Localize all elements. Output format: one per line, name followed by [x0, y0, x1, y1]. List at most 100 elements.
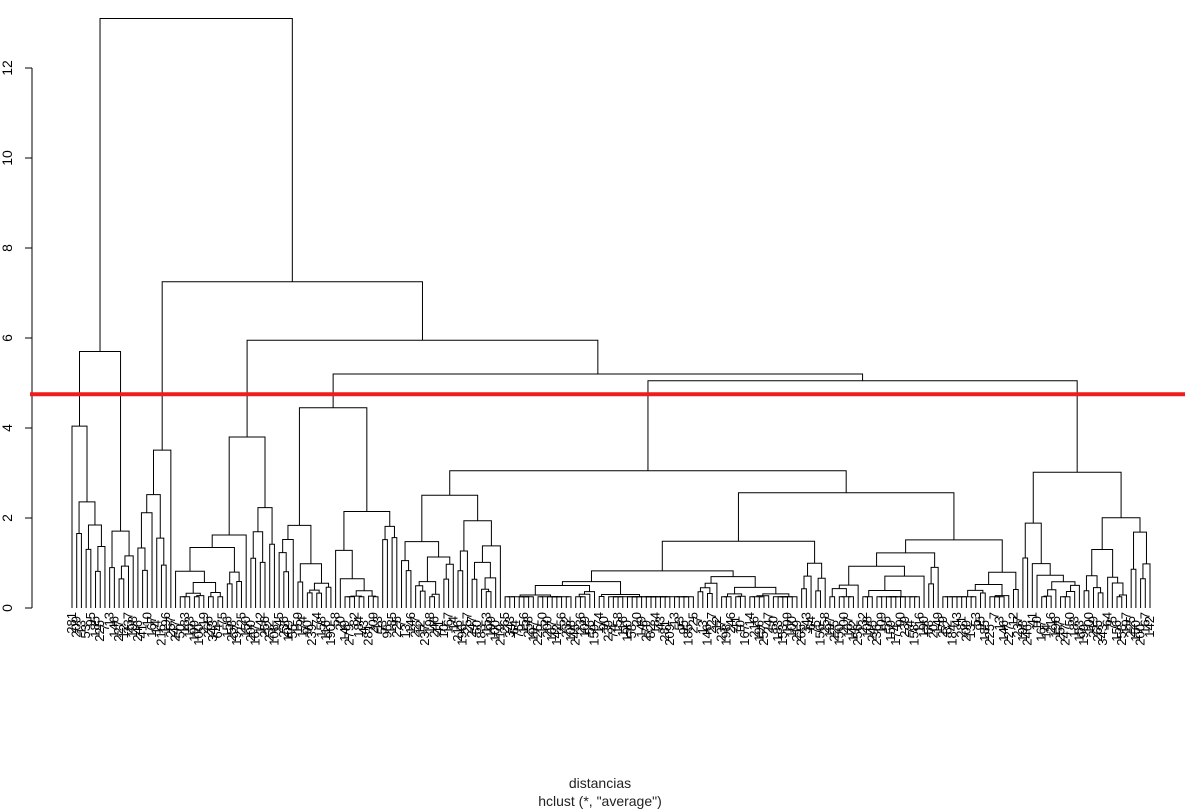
- leaf-label: 190: [619, 620, 634, 642]
- leaf-label: 90: [893, 612, 908, 626]
- leaf-label: 142: [845, 620, 860, 642]
- leaf-label: 109: [281, 620, 296, 642]
- dendrogram-branch: [631, 596, 638, 608]
- dendrogram-branch: [762, 593, 790, 597]
- dendrogram-branch: [1130, 568, 1137, 608]
- dendrogram-branch: [674, 596, 680, 608]
- dendrogram-branch: [229, 571, 240, 584]
- leaf-label: 149: [634, 616, 649, 638]
- dendrogram-branch: [306, 592, 313, 608]
- dendrogram-branch: [723, 596, 732, 608]
- dendrogram-branch: [612, 596, 621, 608]
- dendrogram-branch: [534, 584, 591, 596]
- dendrogram-branch: [298, 407, 368, 526]
- leaf-label: 43: [949, 612, 964, 626]
- leaf-label: 225: [1123, 616, 1138, 638]
- leaf-label: 265: [794, 624, 809, 646]
- dendrogram-branch: [888, 596, 897, 608]
- leaf-label: 167: [1137, 612, 1152, 634]
- leaf-label: 343: [502, 616, 517, 638]
- leaf-label: 245: [568, 624, 583, 646]
- leaf-label: 64: [1100, 612, 1115, 626]
- leaf-label: 246: [426, 616, 441, 638]
- dendrogram-branch: [905, 539, 1003, 573]
- y-axis: 0 2 4 6 8 10 12: [0, 60, 33, 612]
- leaf-label: 12: [412, 620, 427, 634]
- dendrogram-branch: [358, 596, 365, 608]
- dendrogram-branch: [142, 569, 148, 608]
- leaf-label: 185: [681, 624, 696, 646]
- leaf-label: 146: [403, 612, 418, 634]
- leaf-label: 183: [1067, 616, 1082, 638]
- leaf-label: 197: [1118, 612, 1133, 634]
- dendrogram-branch: [161, 281, 423, 451]
- leaf-label: 227: [408, 616, 423, 638]
- leaf-label: 216: [747, 616, 762, 638]
- leaf-label: 20: [629, 612, 644, 626]
- dendrogram-branch: [519, 594, 552, 597]
- dendrogram-branch: [780, 596, 789, 608]
- dendrogram-branch: [278, 552, 287, 608]
- dendrogram-branch: [481, 588, 490, 608]
- leaf-label: 58: [328, 612, 343, 626]
- leaf-label: 82: [346, 612, 361, 626]
- leaf-label: 146: [106, 616, 121, 638]
- dendrogram-branch: [868, 590, 902, 597]
- dendrogram-branch: [1065, 591, 1076, 608]
- dendrogram-branch: [259, 561, 266, 608]
- dendrogram-branch: [368, 595, 377, 608]
- dendrogram-branch: [772, 596, 789, 608]
- dendrogram-branch: [838, 584, 859, 608]
- dendrogram-branch: [137, 547, 146, 608]
- leaf-label: 95: [379, 624, 394, 638]
- leaf-label: 184: [351, 616, 366, 638]
- leaf-label: 199: [1076, 624, 1091, 646]
- dendrogram-branch: [111, 530, 130, 568]
- dendrogram-branch: [989, 596, 1001, 608]
- dendrogram-branch: [372, 596, 379, 608]
- dendrogram-branch: [463, 520, 492, 552]
- dendrogram-branch: [815, 590, 821, 608]
- dendrogram-branch: [1012, 588, 1019, 608]
- dendrogram-branch: [95, 570, 101, 608]
- leaf-label: 74: [902, 620, 917, 634]
- leaf-label: 227: [704, 612, 719, 634]
- leaf-label: 247: [168, 620, 183, 642]
- dendrogram-branch: [97, 546, 106, 608]
- dendrogram-branch: [384, 525, 395, 540]
- dendrogram-branch: [885, 596, 892, 608]
- dendrogram-branch: [930, 566, 939, 608]
- leaf-label: 116: [318, 620, 333, 641]
- leaf-label: 281: [64, 612, 79, 634]
- leaf-label: 14: [742, 612, 757, 626]
- dendrogram-branch: [391, 537, 398, 608]
- leaf-label: 75: [808, 620, 823, 634]
- leaf-label: 174: [295, 616, 310, 638]
- dendrogram-branch: [175, 570, 205, 608]
- y-tick-label: 6: [0, 334, 15, 342]
- leaf-label: 20: [332, 616, 347, 630]
- dendrogram-branch: [650, 596, 657, 608]
- dendrogram-branch: [120, 565, 129, 608]
- dendrogram-branch: [1032, 471, 1122, 524]
- dendrogram-branch: [210, 591, 221, 597]
- dendrogram-branch: [1041, 596, 1047, 608]
- dendrogram-branch: [521, 596, 530, 608]
- dendrogram-branch: [783, 596, 793, 608]
- y-tick-label: 4: [0, 424, 15, 432]
- leaf-label: 199: [186, 620, 201, 642]
- leaf-label: 55: [285, 624, 300, 638]
- leaf-label: 158: [313, 616, 328, 638]
- leaf-label: 100: [1081, 612, 1096, 634]
- dendrogram-branch: [945, 596, 953, 608]
- leaf-label: 246: [1020, 624, 1035, 646]
- leaf-label: 50: [765, 616, 780, 630]
- dendrogram-branch: [87, 524, 102, 550]
- leaf-label: 190: [916, 616, 931, 638]
- leaf-label: 256: [850, 624, 865, 646]
- dendrogram-branch: [350, 595, 363, 597]
- dendrogram-branch: [683, 596, 690, 608]
- leaf-label: 225: [685, 612, 700, 634]
- y-tick-label: 2: [0, 514, 15, 522]
